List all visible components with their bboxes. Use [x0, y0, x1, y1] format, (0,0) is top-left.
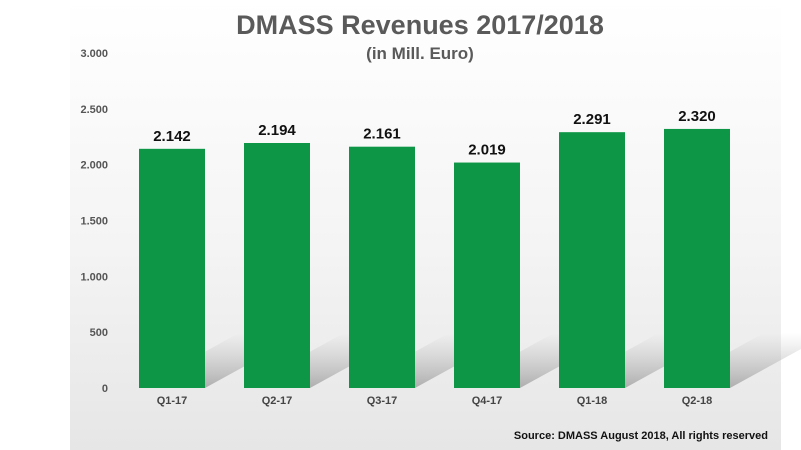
chart-title: DMASS Revenues 2017/2018 — [236, 10, 604, 40]
y-tick-label: 2.000 — [80, 160, 108, 172]
bar-q2-17 — [244, 143, 310, 388]
y-tick-label: 3.000 — [80, 48, 108, 60]
data-label: 2.161 — [363, 126, 401, 143]
bar-q1-17 — [139, 148, 205, 388]
x-tick-label: Q3-17 — [367, 395, 398, 407]
source-note: Source: DMASS August 2018, All rights re… — [513, 430, 768, 442]
y-tick-label: 1.000 — [80, 271, 108, 283]
x-tick-label: Q1-17 — [157, 395, 188, 407]
y-tick-label: 0 — [102, 383, 108, 395]
data-label: 2.019 — [468, 142, 506, 159]
y-tick-label: 1.500 — [80, 216, 108, 228]
bar-q1-18 — [559, 132, 625, 388]
data-label: 2.291 — [573, 111, 611, 128]
chart-subtitle: (in Mill. Euro) — [366, 44, 474, 63]
y-tick-label: 2.500 — [80, 104, 108, 116]
x-tick-label: Q4-17 — [472, 395, 503, 407]
x-tick-label: Q1-18 — [577, 395, 608, 407]
x-tick-label: Q2-17 — [262, 395, 293, 407]
x-tick-label: Q2-18 — [682, 395, 713, 407]
bar-q4-17 — [454, 162, 520, 388]
data-label: 2.142 — [153, 128, 191, 145]
bar-q2-18 — [664, 128, 730, 388]
y-tick-label: 500 — [90, 327, 108, 339]
data-label: 2.320 — [678, 108, 716, 125]
bar-q3-17 — [349, 146, 415, 388]
data-label: 2.194 — [258, 122, 296, 139]
